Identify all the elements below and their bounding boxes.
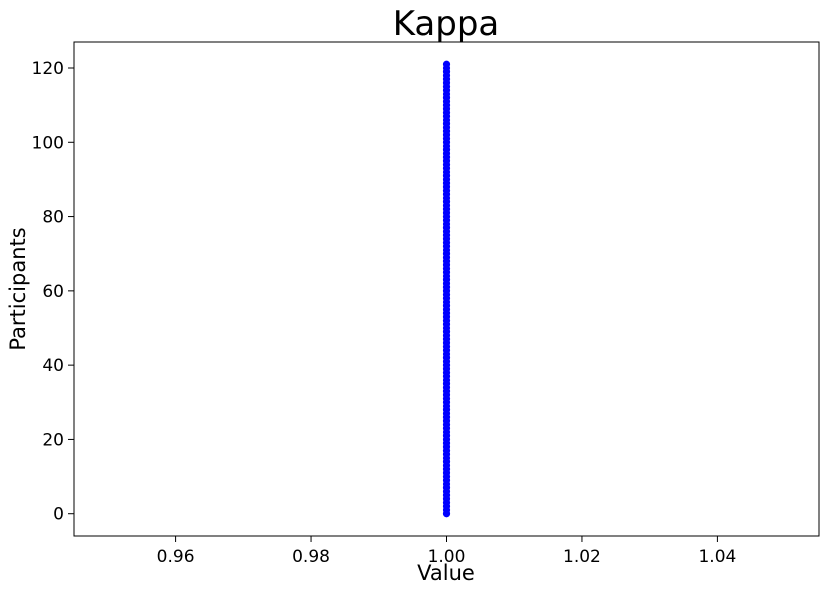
y-tick-label: 20	[42, 430, 64, 450]
y-tick-label: 100	[32, 133, 64, 153]
x-axis-label: Value	[417, 561, 475, 585]
x-tick-label: 1.02	[563, 547, 601, 567]
y-axis: 0 20 40 60 80 100 120	[32, 59, 74, 525]
x-axis: 0.96 0.98 1.00 1.02 1.04	[157, 536, 736, 567]
data-points	[442, 60, 451, 518]
y-tick-label: 60	[42, 282, 64, 302]
chart-title: Kappa	[393, 4, 500, 44]
x-tick-label: 1.04	[698, 547, 736, 567]
y-tick-label: 0	[53, 505, 64, 525]
plot-area	[73, 41, 820, 537]
y-tick-label: 80	[42, 208, 64, 228]
y-tick-label: 120	[32, 59, 64, 79]
y-axis-label: Participants	[6, 227, 30, 350]
x-tick-label: 0.96	[157, 547, 195, 567]
x-tick-label: 1.00	[428, 547, 466, 567]
data-point	[442, 60, 451, 68]
y-tick-label: 40	[42, 356, 64, 376]
x-tick-label: 0.98	[292, 547, 330, 567]
